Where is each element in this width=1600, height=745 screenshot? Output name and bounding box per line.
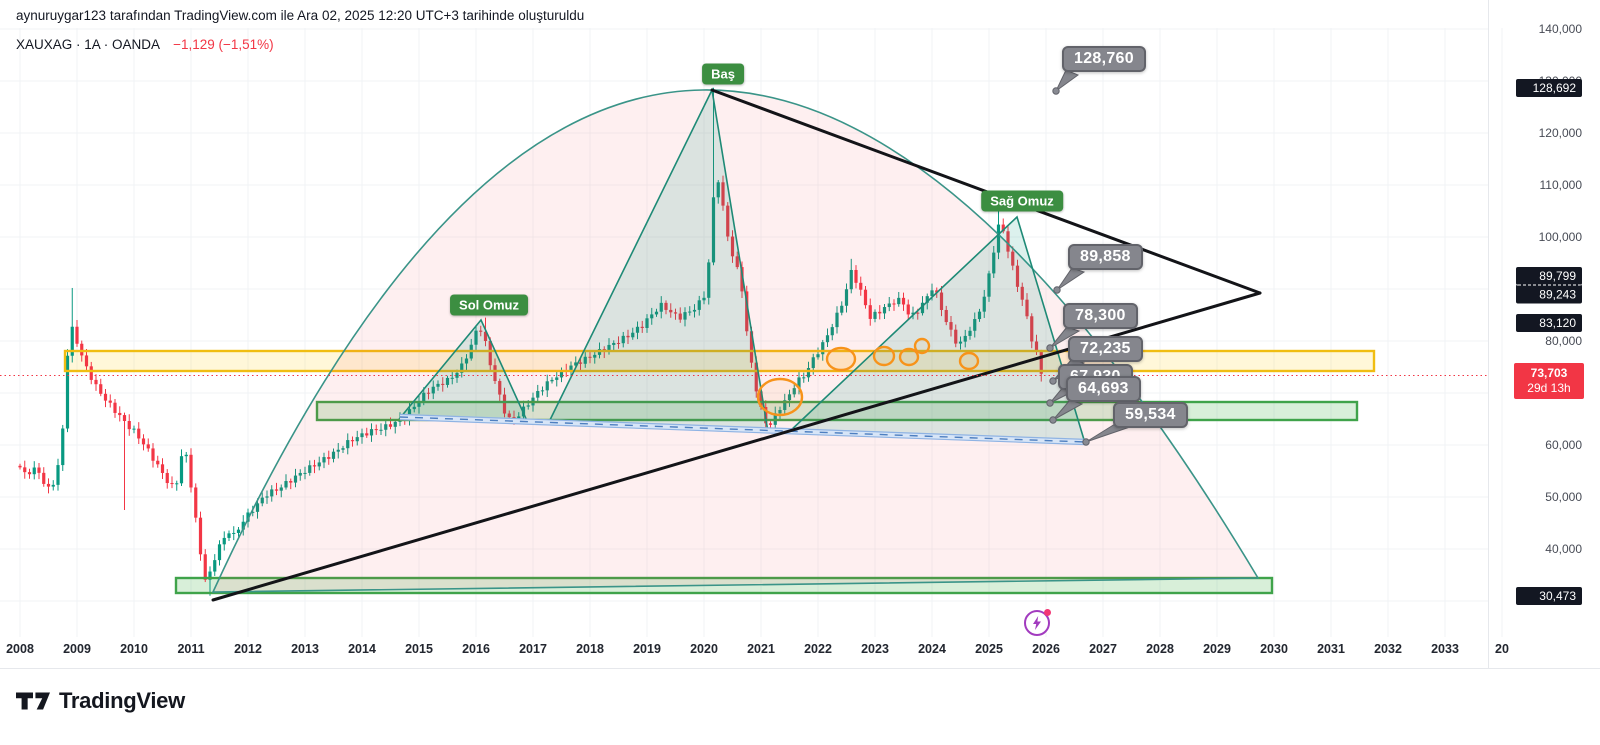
callout-anchor-dot[interactable] [1046,399,1054,407]
time-axis-label[interactable]: 2025 [975,642,1003,656]
price-axis-divider [1488,0,1489,668]
time-axis-label[interactable]: 2029 [1203,642,1231,656]
time-axis-label[interactable]: 2019 [633,642,661,656]
price-callout[interactable]: 59,534 [1113,402,1188,428]
orange-circle-annotation[interactable] [825,346,857,372]
callout-beak [1056,267,1086,291]
callout-anchor-dot[interactable] [1046,344,1054,352]
orange-circle-annotation[interactable] [898,347,920,367]
price-axis-tick[interactable]: 100,000 [1538,230,1582,244]
legend-symbol[interactable]: XAUXAG · 1A · OANDA [16,37,160,52]
chart-legend[interactable]: XAUXAG · 1A · OANDA −1,129 (−1,51%) [16,37,274,52]
pattern-label-baş[interactable]: Baş [702,63,744,85]
time-axis-label[interactable]: 2016 [462,642,490,656]
time-axis-label[interactable]: 2011 [177,642,205,656]
neckline-edge [399,419,1087,446]
event-alert-dot [1044,609,1051,616]
attribution-text: aynuruygar123 tarafından TradingView.com… [16,8,585,23]
time-axis-label[interactable]: 2008 [6,642,34,656]
lightning-bolt-glyph [1033,616,1041,630]
callout-anchor-dot[interactable] [1049,416,1057,424]
legend-change: −1,129 (−1,51%) [173,37,274,52]
time-axis-label[interactable]: 2023 [861,642,889,656]
time-axis-label[interactable]: 2015 [405,642,433,656]
time-axis-label[interactable]: 2026 [1032,642,1060,656]
price-level-label[interactable]: 89,799 [1516,267,1582,285]
callout-anchor-dot[interactable] [1082,438,1090,446]
time-axis-label[interactable]: 2033 [1431,642,1459,656]
price-level-label[interactable]: 83,120 [1516,314,1582,332]
price-callout[interactable]: 89,858 [1068,244,1143,270]
current-price-value: 73,703 [1530,366,1568,380]
price-axis-tick[interactable]: 60,000 [1545,438,1582,452]
neckline-edge [399,413,1087,440]
price-level-label[interactable]: 30,473 [1516,587,1582,605]
price-axis-tick[interactable]: 80,000 [1545,334,1582,348]
yellow-zone-border[interactable] [63,349,1376,373]
price-axis-tick[interactable]: 50,000 [1545,490,1582,504]
time-axis-label[interactable]: 2013 [291,642,319,656]
time-axis-label[interactable]: 2027 [1089,642,1117,656]
price-callout[interactable]: 72,235 [1068,336,1143,362]
tradingview-logo[interactable]: TradingView [16,688,185,714]
price-callout[interactable]: 64,693 [1066,376,1141,402]
callout-beak [1055,69,1080,92]
orange-circle-annotation[interactable] [756,377,804,417]
footer-divider [0,668,1600,669]
time-axis-label[interactable]: 2032 [1374,642,1402,656]
tradingview-logo-text: TradingView [59,688,185,713]
time-axis-label[interactable]: 2022 [804,642,832,656]
orange-circle-annotation[interactable] [958,351,980,371]
green-zone-fill[interactable] [317,402,1357,420]
price-axis-tick[interactable]: 40,000 [1545,542,1582,556]
callout-anchor-dot[interactable] [1053,286,1061,294]
orange-circle-annotation[interactable] [913,337,931,355]
time-axis-label[interactable]: 2017 [519,642,547,656]
time-axis-label[interactable]: 2009 [63,642,91,656]
time-axis-label[interactable]: 2014 [348,642,376,656]
orange-circle-annotation[interactable] [872,345,896,367]
neckline-dashed[interactable] [399,416,1087,443]
callout-anchor-dot[interactable] [1049,377,1057,385]
pattern-label-sağ-omuz[interactable]: Sağ Omuz [981,190,1063,212]
price-callout[interactable]: 78,300 [1063,303,1138,329]
time-axis-label[interactable]: 2012 [234,642,262,656]
time-axis-label[interactable]: 2024 [918,642,946,656]
price-level-label[interactable]: 89,243 [1516,284,1582,304]
green-zone-border[interactable] [174,576,1274,595]
price-axis-tick[interactable]: 110,000 [1539,178,1583,192]
time-axis-label[interactable]: 2031 [1317,642,1345,656]
time-axis-label[interactable]: 2030 [1260,642,1288,656]
pattern-label-sol-omuz[interactable]: Sol Omuz [450,294,528,316]
callout-beak [1052,399,1084,421]
time-axis-label[interactable]: 2021 [747,642,775,656]
time-axis-label[interactable]: 20 [1495,642,1509,656]
time-axis-label[interactable]: 2010 [120,642,148,656]
tradingview-logo-icon [16,692,50,710]
price-callout[interactable]: 128,760 [1062,46,1146,72]
time-axis-label[interactable]: 2020 [690,642,718,656]
price-axis-tick[interactable]: 120,000 [1538,126,1582,140]
price-axis-tick[interactable]: 140,000 [1538,22,1582,36]
callout-anchor-dot[interactable] [1052,87,1060,95]
price-level-label[interactable]: 128,692 [1516,79,1582,97]
time-axis-label[interactable]: 2018 [576,642,604,656]
callout-beak [1049,326,1081,349]
time-axis-label[interactable]: 2028 [1146,642,1174,656]
current-price-label[interactable]: 73,703 29d 13h [1514,363,1584,399]
bar-countdown: 29d 13h [1527,381,1571,395]
green-zone-border[interactable] [315,400,1359,422]
